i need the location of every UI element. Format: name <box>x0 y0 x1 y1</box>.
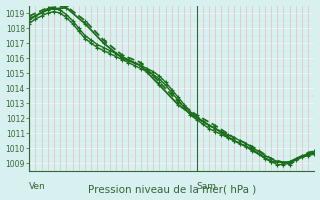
X-axis label: Pression niveau de la mer( hPa ): Pression niveau de la mer( hPa ) <box>88 184 256 194</box>
Text: Sam: Sam <box>196 182 217 191</box>
Text: Ven: Ven <box>29 182 46 191</box>
